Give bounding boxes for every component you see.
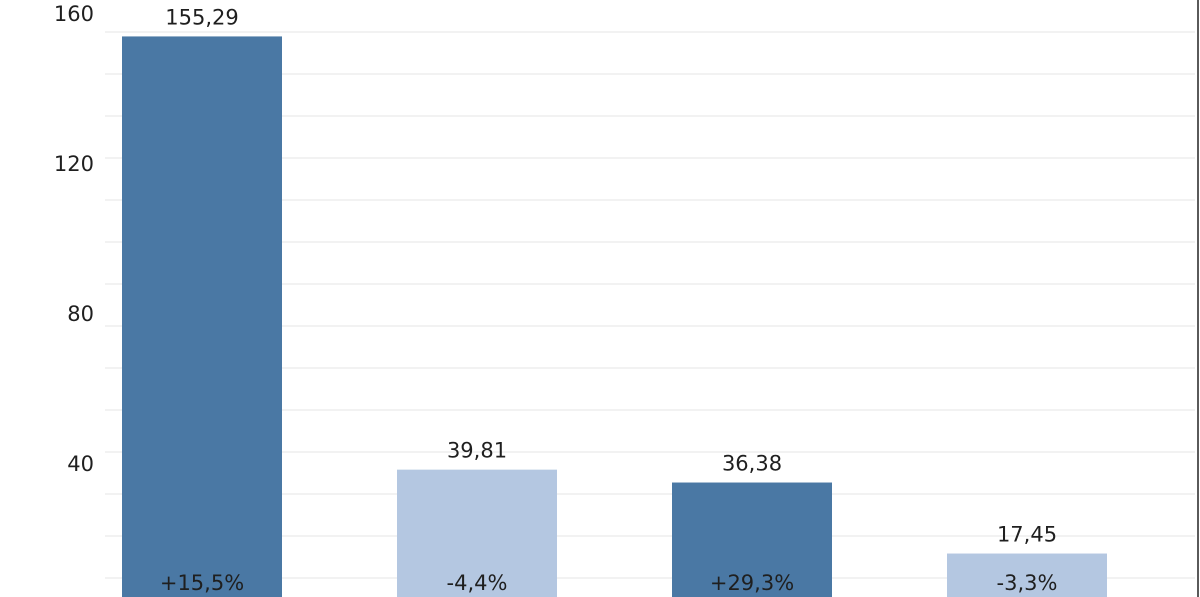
y-axis: 40 80 120 160 (54, 2, 94, 476)
y-tick-label: 120 (54, 152, 94, 176)
change-label-1: +15,5% (160, 571, 244, 595)
bar-4 (947, 553, 1107, 597)
y-tick-label: 40 (67, 452, 94, 476)
bars (122, 36, 1107, 597)
data-labels: 155,29 +15,5% 39,81 -4,4% 36,38 +29,3% 17,45 -3… (160, 5, 1058, 595)
value-label-1: 155,29 (165, 5, 238, 29)
y-tick-label: 160 (54, 2, 94, 26)
bar-1 (122, 36, 282, 597)
change-label-2: -4,4% (447, 571, 508, 595)
bar-3 (672, 482, 832, 597)
y-tick-label: 80 (67, 302, 94, 326)
value-label-3: 36,38 (722, 452, 782, 476)
gridlines (105, 31, 1195, 579)
bar-2 (397, 469, 557, 597)
value-label-4: 17,45 (997, 523, 1057, 547)
value-label-2: 39,81 (447, 439, 507, 463)
change-label-3: +29,3% (710, 571, 794, 595)
change-label-4: -3,3% (997, 571, 1058, 595)
